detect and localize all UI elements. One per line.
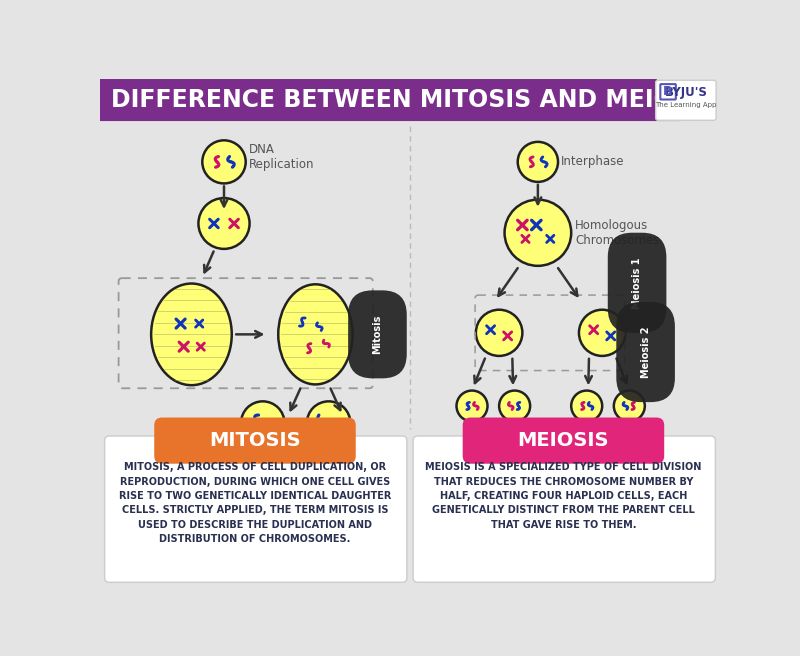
Circle shape <box>579 310 626 356</box>
Circle shape <box>241 401 285 445</box>
Text: DIFFERENCE BETWEEN MITOSIS AND MEIOSIS: DIFFERENCE BETWEEN MITOSIS AND MEIOSIS <box>111 88 717 112</box>
FancyBboxPatch shape <box>154 417 356 464</box>
Circle shape <box>202 140 246 184</box>
Text: Meiosis 2: Meiosis 2 <box>641 326 650 378</box>
Ellipse shape <box>278 284 353 384</box>
Circle shape <box>571 390 602 421</box>
Text: Meiosis 1: Meiosis 1 <box>632 257 642 308</box>
Circle shape <box>457 390 487 421</box>
Text: Homologous
Chromosomes: Homologous Chromosomes <box>575 218 659 247</box>
FancyBboxPatch shape <box>105 436 407 583</box>
Text: Mitosis: Mitosis <box>373 315 382 354</box>
Circle shape <box>476 310 522 356</box>
Circle shape <box>198 198 250 249</box>
Text: DNA
Replication: DNA Replication <box>249 143 314 171</box>
Text: BYJU'S: BYJU'S <box>665 86 707 99</box>
FancyBboxPatch shape <box>660 84 676 100</box>
Polygon shape <box>100 79 680 121</box>
Ellipse shape <box>151 283 232 385</box>
FancyBboxPatch shape <box>656 80 716 120</box>
Circle shape <box>307 401 350 445</box>
Text: Interphase: Interphase <box>561 155 625 169</box>
Text: Daughter
Nuclei II: Daughter Nuclei II <box>522 428 578 457</box>
Circle shape <box>505 199 571 266</box>
Text: B: B <box>663 85 673 98</box>
Text: MITOSIS: MITOSIS <box>209 431 301 450</box>
Text: MEIOSIS: MEIOSIS <box>518 431 610 450</box>
Text: MITOSIS, A PROCESS OF CELL DUPLICATION, OR
REPRODUCTION, DURING WHICH ONE CELL G: MITOSIS, A PROCESS OF CELL DUPLICATION, … <box>119 462 391 544</box>
Text: The Learning App: The Learning App <box>655 102 717 108</box>
Text: Two Diploid
Cells: Two Diploid Cells <box>262 448 329 476</box>
Circle shape <box>614 390 645 421</box>
Circle shape <box>518 142 558 182</box>
FancyBboxPatch shape <box>413 436 715 583</box>
Text: MEIOSIS IS A SPECIALIZED TYPE OF CELL DIVISION
THAT REDUCES THE CHROMOSOME NUMBE: MEIOSIS IS A SPECIALIZED TYPE OF CELL DI… <box>426 462 702 530</box>
Circle shape <box>499 390 530 421</box>
FancyBboxPatch shape <box>462 417 664 464</box>
